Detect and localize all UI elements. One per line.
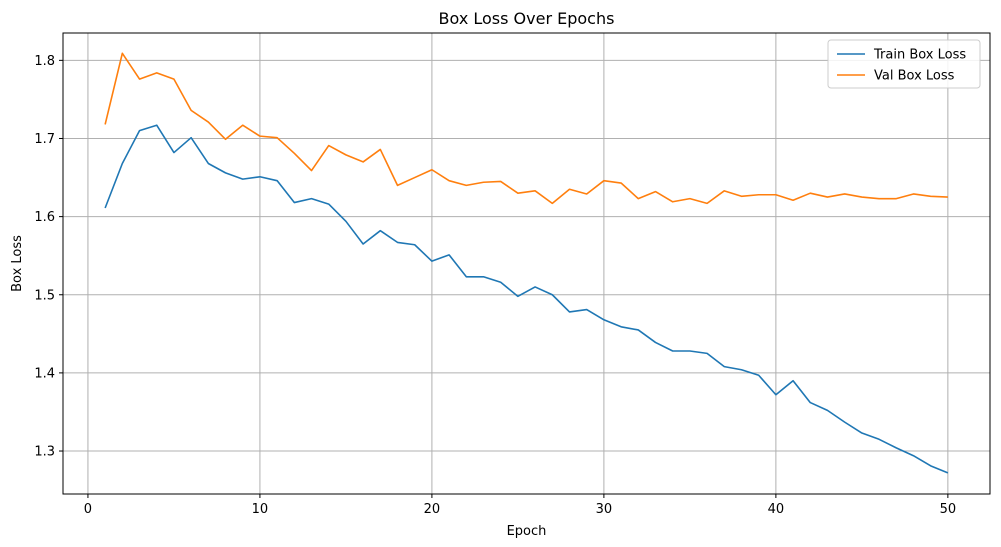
y-tick-label: 1.6 [34, 210, 55, 225]
y-tick-label: 1.4 [34, 366, 55, 381]
grid [63, 33, 990, 494]
x-tick-label: 40 [768, 502, 785, 517]
legend: Train Box Loss Val Box Loss [827, 39, 981, 89]
legend-entry-label: Train Box Loss [873, 48, 966, 63]
legend-box [827, 39, 981, 89]
x-tick-label: 50 [940, 502, 957, 517]
x-tick-label: 30 [596, 502, 613, 517]
series-lines [104, 52, 949, 474]
y-tick-label: 1.8 [34, 54, 55, 69]
plot-area-frame [62, 32, 991, 495]
chart-title: Box Loss Over Epochs [439, 9, 615, 28]
series-line-val-box-loss [104, 52, 948, 205]
y-tick-label: 1.3 [34, 445, 55, 460]
x-tick-label: 10 [252, 502, 269, 517]
x-tick-label: 20 [424, 502, 441, 517]
y-tick-label: 1.5 [34, 288, 55, 303]
axis-ticks: 0 10 20 30 40 50 1.3 1.4 1.5 1.6 1.7 1.8 [34, 54, 956, 517]
x-axis-label: Epoch [507, 524, 547, 539]
series-line-train-box-loss [104, 124, 949, 474]
y-tick-label: 1.7 [34, 132, 55, 147]
legend-entry-label: Val Box Loss [874, 69, 955, 84]
y-axis-label: Box Loss [10, 235, 25, 292]
x-tick-label: 0 [84, 502, 92, 517]
